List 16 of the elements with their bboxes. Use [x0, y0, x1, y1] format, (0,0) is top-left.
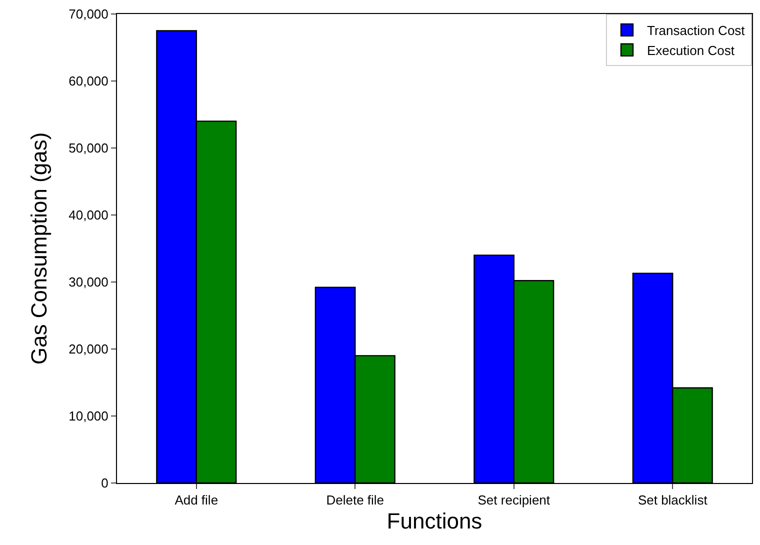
legend-label: Transaction Cost [647, 23, 746, 38]
y-tick-label: 40,000 [68, 208, 108, 223]
x-tick-label: Delete file [326, 492, 384, 508]
y-tick-label: 70,000 [68, 6, 108, 22]
legend-label: Execution Cost [647, 42, 735, 58]
x-tick-label: Set recipient [478, 492, 550, 508]
y-tick-label: 50,000 [68, 140, 108, 156]
y-tick-label: 60,000 [68, 74, 108, 89]
x-tick-label: Set blacklist [638, 492, 708, 508]
y-tick-label: 10,000 [68, 408, 108, 424]
x-axis-title: Functions [386, 508, 482, 534]
y-tick-label: 0 [101, 476, 108, 491]
x-tick-label: Add file [174, 492, 218, 508]
y-tick-label: 30,000 [68, 274, 108, 290]
y-tick-label: 20,000 [68, 342, 108, 357]
y-axis-title: Gas Consumption (gas) [26, 132, 52, 365]
